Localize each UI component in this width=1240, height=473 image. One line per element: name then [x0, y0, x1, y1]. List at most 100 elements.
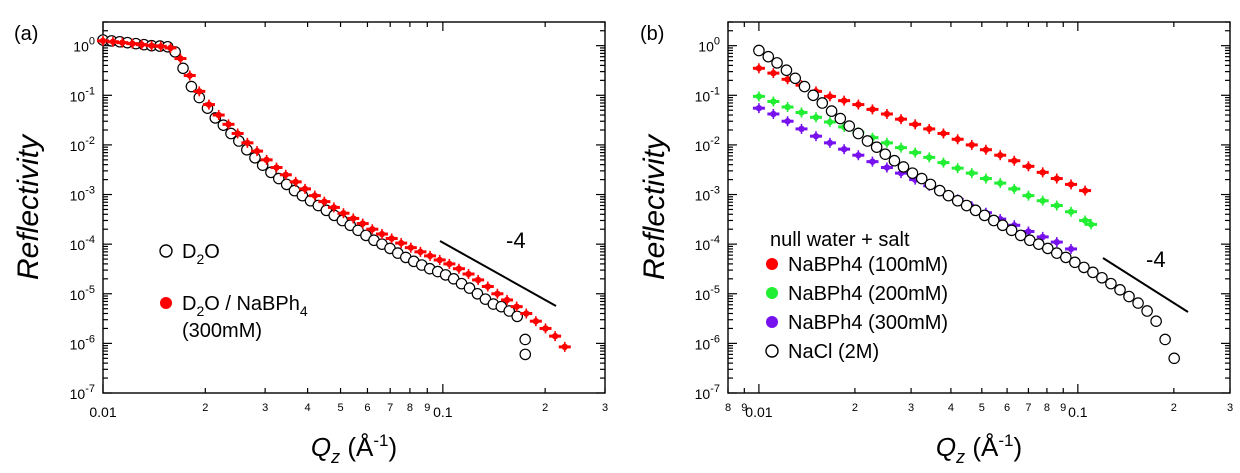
y-tick-label: 10-2: [695, 135, 720, 154]
data-point: [951, 194, 964, 207]
data-point: [436, 256, 443, 264]
data-point: [1081, 217, 1089, 224]
data-point: [1011, 157, 1018, 164]
legend-marker: [765, 344, 779, 358]
data-point: [933, 184, 946, 197]
data-point: [924, 178, 937, 191]
data-point: [551, 332, 559, 340]
data-point: [1141, 305, 1153, 317]
y-tick-label: 10-3: [695, 185, 720, 204]
data-point: [897, 115, 905, 123]
data-point: [954, 164, 961, 172]
data-point: [883, 139, 891, 147]
x-tick-label: 2: [1171, 402, 1177, 414]
data-point: [350, 215, 357, 222]
y-tick-label: 10-1: [70, 85, 95, 104]
data-point: [1053, 238, 1060, 246]
data-point: [1067, 208, 1075, 215]
legend-entry: NaBPh4 (200mM): [766, 283, 948, 305]
data-point: [770, 110, 777, 118]
legend-marker: [766, 287, 778, 299]
data-point: [1025, 163, 1032, 170]
data-point: [273, 164, 280, 171]
data-point: [426, 252, 434, 260]
x-tick-label: 6: [364, 402, 370, 414]
data-point: [1123, 290, 1135, 303]
data-point: [812, 132, 820, 140]
data-point: [301, 185, 309, 193]
data-point: [982, 146, 990, 153]
data-point: [870, 141, 883, 153]
data-point: [177, 55, 184, 62]
data-point: [770, 69, 777, 77]
legend-label: NaBPh4 (100mM): [788, 254, 948, 276]
data-point: [926, 125, 933, 133]
y-tick-label: 10-3: [70, 185, 95, 204]
panel-label: (b): [640, 23, 664, 45]
data-point: [233, 135, 245, 147]
data-point: [770, 98, 777, 105]
data-point: [1067, 245, 1075, 253]
x-tick-label: 6: [1004, 402, 1010, 414]
data-point: [798, 109, 805, 116]
data-point: [826, 118, 834, 126]
data-point: [1014, 229, 1027, 242]
series-0: [752, 63, 1092, 196]
data-point: [417, 248, 424, 256]
data-point: [205, 101, 213, 108]
data-point: [519, 348, 532, 361]
data-point: [1041, 242, 1054, 255]
data-point: [1150, 315, 1162, 327]
x-tick-label: 2: [542, 402, 548, 414]
data-point: [1096, 271, 1108, 284]
slope-label: -4: [506, 228, 526, 253]
legend-marker: [766, 316, 778, 328]
data-point: [225, 121, 232, 128]
x-tick-label: 9: [1060, 402, 1066, 414]
y-tick-label: 10-5: [70, 284, 95, 303]
data-point: [397, 239, 405, 247]
data-point: [812, 114, 820, 121]
x-tick-label: 5: [337, 402, 343, 414]
data-point: [185, 80, 198, 93]
series-1: [97, 35, 571, 352]
data-point: [157, 43, 165, 50]
x-tick-label: 3: [1227, 402, 1233, 414]
data-point: [234, 130, 241, 137]
data-point: [280, 178, 293, 191]
data-point: [911, 121, 919, 128]
data-point: [330, 204, 338, 211]
y-tick-label: 10-7: [695, 383, 720, 402]
data-point: [1060, 251, 1072, 264]
data-point: [1081, 187, 1089, 194]
data-point: [798, 125, 805, 133]
data-point: [561, 343, 568, 351]
data-point: [978, 209, 991, 222]
data-point: [119, 39, 126, 46]
data-point: [784, 118, 791, 125]
data-point: [816, 97, 829, 109]
data-point: [843, 120, 856, 132]
data-point: [997, 152, 1004, 159]
legend-marker: [160, 297, 172, 309]
data-point: [455, 265, 463, 272]
data-point: [942, 189, 955, 202]
data-point: [523, 310, 530, 317]
data-point: [784, 103, 791, 111]
data-point: [940, 130, 947, 137]
x-tick-label: 7: [387, 402, 393, 414]
data-point: [407, 244, 415, 251]
legend-label-line2: (300mM): [182, 320, 262, 342]
data-point: [960, 199, 973, 212]
data-point: [762, 50, 775, 63]
x-tick-label: 0.01: [89, 404, 116, 420]
data-point: [834, 112, 847, 125]
data-point: [798, 80, 811, 93]
data-point: [996, 219, 1009, 232]
data-point: [940, 159, 947, 166]
data-point: [532, 317, 540, 325]
panel-label: (a): [14, 23, 38, 45]
data-point: [378, 230, 386, 238]
x-tick-label: 3: [908, 402, 914, 414]
